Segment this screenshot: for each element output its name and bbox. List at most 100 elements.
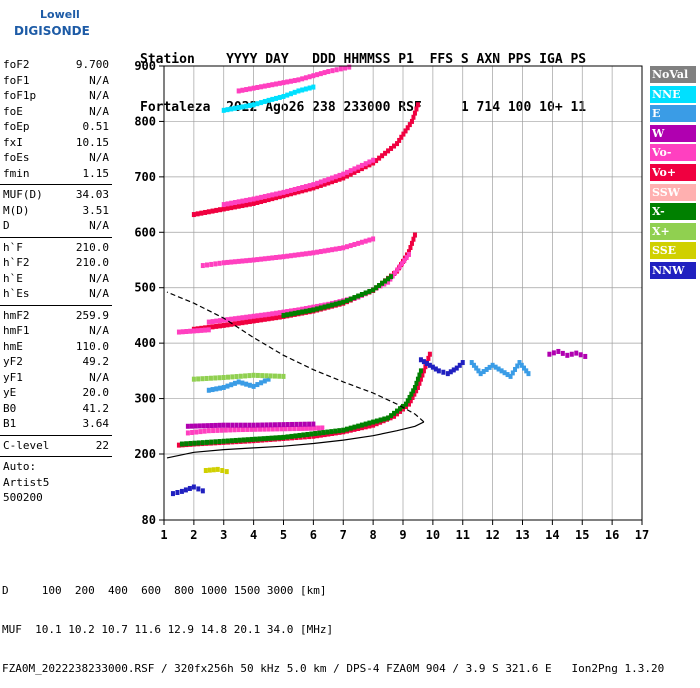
- param-value: 110.0: [75, 339, 109, 353]
- param-row: foEp 0.51: [0, 120, 112, 136]
- echo-point: [217, 422, 222, 428]
- echo-point: [277, 194, 282, 200]
- echo-point: [551, 350, 556, 356]
- echo-point: [344, 426, 349, 432]
- param-value: 0.51: [82, 120, 110, 133]
- echo-point: [471, 362, 476, 368]
- echo-point: [395, 408, 400, 414]
- echo-point: [417, 372, 422, 378]
- echo-point: [322, 70, 327, 76]
- auto-scaling-text: Auto:: [3, 460, 37, 473]
- echo-point: [225, 317, 230, 323]
- echo-point: [363, 290, 368, 296]
- echo-point: [196, 486, 201, 492]
- echo-point: [311, 421, 316, 427]
- echo-point: [403, 128, 408, 134]
- echo-point: [356, 167, 361, 173]
- footer-muf-scale: MUF 10.1 10.2 10.7 11.6 12.9 14.8 20.1 3…: [2, 623, 334, 636]
- echo-point: [266, 376, 271, 382]
- param-value: N/A: [89, 271, 109, 285]
- echo-point: [412, 384, 417, 390]
- echo-point: [330, 175, 335, 181]
- echo-point: [288, 253, 293, 259]
- echo-point: [251, 313, 256, 319]
- echo-point: [302, 421, 307, 427]
- echo-point: [356, 423, 361, 429]
- echo-point: [348, 168, 353, 174]
- echo-point: [383, 150, 388, 156]
- echo-point: [386, 276, 391, 282]
- echo-point: [245, 437, 250, 443]
- echo-point: [215, 466, 220, 472]
- echo-point: [232, 259, 237, 265]
- echo-point: [307, 183, 312, 189]
- x-tick-label: 10: [426, 528, 440, 542]
- echo-point: [214, 386, 219, 392]
- echo-point: [198, 429, 203, 435]
- echo-point: [303, 187, 308, 193]
- echo-point: [352, 169, 357, 175]
- echo-point: [513, 366, 518, 372]
- echo-point: [367, 237, 372, 243]
- echo-point: [214, 323, 219, 329]
- echo-point: [203, 209, 208, 215]
- echo-point: [266, 255, 271, 261]
- echo-point: [493, 364, 498, 370]
- param-value: N/A: [89, 104, 109, 118]
- echo-point: [318, 249, 323, 255]
- echo-point: [386, 279, 391, 285]
- echo-point: [301, 432, 306, 438]
- echo-point: [292, 89, 297, 95]
- echo-point: [315, 180, 320, 186]
- echo-point: [277, 80, 282, 86]
- param-label: foF2: [3, 58, 30, 71]
- echo-point: [337, 172, 342, 178]
- echo-point: [229, 200, 234, 206]
- echo-point: [247, 86, 252, 92]
- echo-point: [377, 282, 382, 288]
- echo-point: [300, 309, 305, 315]
- echo-point: [359, 292, 364, 298]
- echo-point: [272, 373, 277, 379]
- echo-point: [229, 382, 234, 388]
- echo-point: [180, 329, 185, 335]
- echo-point: [389, 413, 394, 419]
- echo-point: [221, 317, 226, 323]
- echo-point: [322, 178, 327, 184]
- echo-point: [359, 425, 364, 431]
- echo-point: [221, 107, 226, 113]
- legend-item-x-: X+: [650, 222, 696, 240]
- echo-point: [363, 421, 368, 427]
- echo-point: [253, 436, 258, 442]
- echo-point: [505, 372, 510, 378]
- echo-point: [382, 281, 387, 287]
- echo-point: [300, 76, 305, 82]
- x-tick-label: 1: [160, 528, 167, 542]
- echo-point: [225, 107, 230, 113]
- echo-point: [274, 255, 279, 261]
- echo-point: [214, 207, 219, 213]
- echo-point: [268, 422, 273, 428]
- echo-point: [281, 434, 286, 440]
- echo-point: [289, 433, 294, 439]
- y-tick-label: 80: [142, 513, 156, 527]
- param-row: MUF(D) 34.03: [0, 188, 112, 204]
- echo-point: [240, 87, 245, 93]
- echo-point: [315, 184, 320, 190]
- echo-point: [402, 258, 407, 264]
- echo-point: [398, 408, 403, 414]
- echo-point: [270, 311, 275, 317]
- echo-point: [359, 239, 364, 245]
- echo-point: [296, 189, 301, 195]
- echo-point: [200, 263, 205, 269]
- echo-point: [367, 288, 372, 294]
- echo-point: [221, 260, 226, 266]
- y-tick-label: 200: [134, 447, 156, 461]
- echo-point: [415, 102, 420, 108]
- echo-point: [296, 77, 301, 83]
- echo-point: [232, 204, 237, 210]
- echo-point: [255, 317, 260, 323]
- echo-point: [312, 425, 317, 431]
- echo-point: [569, 351, 574, 357]
- echo-point: [192, 440, 197, 446]
